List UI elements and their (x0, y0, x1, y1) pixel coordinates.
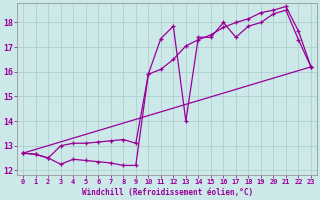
X-axis label: Windchill (Refroidissement éolien,°C): Windchill (Refroidissement éolien,°C) (82, 188, 253, 197)
